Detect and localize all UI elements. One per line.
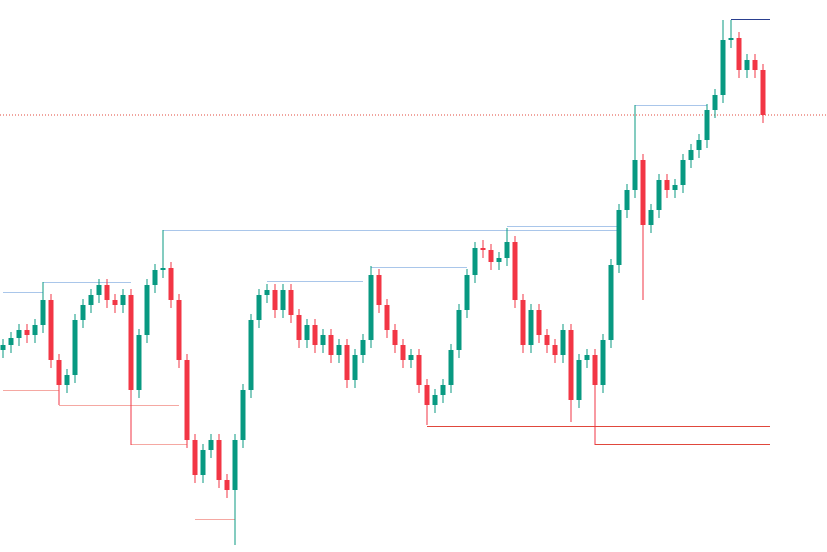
candle-body <box>72 320 78 375</box>
candle-body <box>504 242 510 258</box>
candle-body <box>464 275 470 310</box>
candle-body <box>168 268 174 300</box>
candle-body <box>120 295 126 305</box>
candle-body <box>624 190 630 210</box>
candle-body <box>760 70 766 115</box>
candle-body <box>696 140 702 150</box>
candle-body <box>0 345 6 350</box>
candle-body <box>424 385 430 405</box>
candle-body <box>40 300 46 325</box>
candle-body <box>616 210 622 265</box>
candle-body <box>376 275 382 305</box>
candle-body <box>672 185 678 190</box>
candle-body <box>568 330 574 400</box>
candle-body <box>288 290 294 315</box>
candle-body <box>264 290 270 295</box>
candle-body <box>304 325 310 340</box>
candle-body <box>352 355 358 380</box>
candle-body <box>240 390 246 440</box>
candle-body <box>704 110 710 140</box>
candle-body <box>216 440 222 480</box>
candle-body <box>640 160 646 225</box>
candle-body <box>80 305 86 320</box>
candle-body <box>488 250 494 262</box>
candle-body <box>328 335 334 355</box>
candle-body <box>392 330 398 345</box>
candle-body <box>576 360 582 400</box>
candle-body <box>608 265 614 340</box>
candle-body <box>400 345 406 360</box>
candle-body <box>552 345 558 355</box>
candle-body <box>144 285 150 335</box>
candle-body <box>24 330 30 335</box>
candle-body <box>656 180 662 210</box>
candle-body <box>232 440 238 490</box>
candle-body <box>96 285 102 295</box>
candle-body <box>456 310 462 350</box>
candle-body <box>408 355 414 360</box>
candle-body <box>32 325 38 335</box>
candle-body <box>344 345 350 380</box>
candle-body <box>744 60 750 70</box>
candle-body <box>648 210 654 225</box>
candle-body <box>480 248 486 250</box>
candle-body <box>720 40 726 95</box>
candle-body <box>584 355 590 360</box>
candle-body <box>360 340 366 355</box>
candle-body <box>752 60 758 70</box>
candle-body <box>136 335 142 390</box>
candle-body <box>544 335 550 345</box>
candle-body <box>536 310 542 335</box>
candle-body <box>560 330 566 355</box>
candle-body <box>160 268 166 270</box>
candle-body <box>224 480 230 490</box>
candle-body <box>384 305 390 330</box>
candle-body <box>336 345 342 355</box>
candle-body <box>712 95 718 110</box>
candle-body <box>152 270 158 285</box>
candle-body <box>296 315 302 340</box>
candle-body <box>192 440 198 475</box>
candle-body <box>312 325 318 345</box>
candle-body <box>320 335 326 345</box>
candle-body <box>432 395 438 405</box>
candle-body <box>728 38 734 40</box>
candle-body <box>688 150 694 160</box>
candle-body <box>272 290 278 310</box>
candle-body <box>8 338 14 345</box>
candle-body <box>680 160 686 185</box>
candle-body <box>64 375 70 385</box>
candle-body <box>248 320 254 390</box>
candle-body <box>736 38 742 70</box>
candle-body <box>280 290 286 310</box>
candle-body <box>48 300 54 360</box>
candle-body <box>592 355 598 385</box>
candle-body <box>88 295 94 305</box>
candle-body <box>112 300 118 305</box>
candle-body <box>632 160 638 190</box>
candle-body <box>472 248 478 275</box>
candle-body <box>176 300 182 360</box>
candle-body <box>56 360 62 385</box>
candle-body <box>448 350 454 385</box>
candle-body <box>16 330 22 338</box>
candle-body <box>368 275 374 340</box>
candle-body <box>200 450 206 475</box>
candle-body <box>416 355 422 385</box>
candle-body <box>512 242 518 300</box>
candle-body <box>664 180 670 190</box>
candle-body <box>440 385 446 395</box>
candle-body <box>600 340 606 385</box>
candle-body <box>104 285 110 300</box>
candle-body <box>520 300 526 345</box>
candle-body <box>208 440 214 450</box>
candle-body <box>184 360 190 440</box>
candle-body <box>128 295 134 390</box>
candle-body <box>256 295 262 320</box>
candle-body <box>496 258 502 262</box>
candle-body <box>528 310 534 345</box>
